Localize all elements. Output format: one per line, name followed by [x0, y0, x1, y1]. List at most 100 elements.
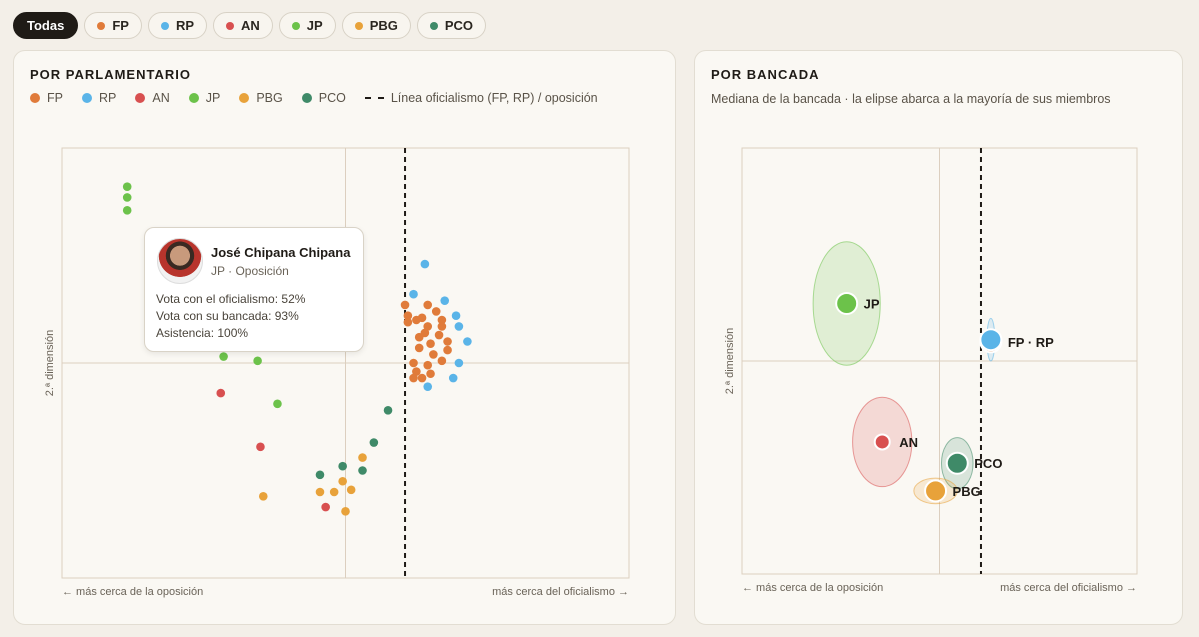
data-point-jp [122, 182, 132, 191]
x-axis-label-left: ← más cerca de la oposición [742, 582, 883, 594]
y-axis-label: 2.ª dimensión [44, 330, 56, 396]
legend-item-fp: FP [30, 91, 63, 105]
dashed-line-swatch [364, 97, 384, 99]
data-point-fp [423, 322, 433, 331]
median-label-pbg: PBG [953, 484, 981, 499]
filter-pill-an[interactable]: AN [213, 12, 273, 39]
tooltip-party: JP · Oposición [211, 264, 289, 278]
legend-label: FP [47, 91, 63, 105]
legend-label: JP [205, 91, 221, 105]
chart-card-bancada: POR BANCADA Mediana de la bancada · la e… [694, 50, 1183, 625]
data-point-fp [443, 345, 452, 355]
scatter-plot-bancada: ← más cerca de la oposición más cerca del… [724, 147, 1138, 594]
data-point-rp [448, 373, 458, 383]
median-label-jp: JP [864, 296, 880, 311]
data-point-jp [122, 193, 132, 202]
data-point-rp [451, 311, 461, 321]
data-point-pco [383, 406, 393, 415]
tooltip-name: José Chipana Chipana [211, 245, 351, 260]
data-point-fp [412, 367, 421, 376]
legend-label: PBG [256, 91, 283, 105]
filter-pill-pco[interactable]: PCO [416, 12, 487, 39]
filter-pill-rp[interactable]: RP [147, 12, 208, 39]
scatter-plot-parlamentario: ← más cerca de la oposición más cerca del… [44, 147, 630, 598]
legend-label: Línea oficialismo (FP, RP) / oposición [390, 91, 598, 105]
chart-subtitle: Mediana de la bancada · la elipse abarca… [711, 92, 1111, 106]
data-point-pbg [346, 485, 356, 495]
data-point-fp [414, 332, 424, 342]
data-point-fp [403, 317, 413, 327]
party-color-dot [291, 21, 300, 30]
data-point-an [256, 442, 265, 452]
data-point-pbg [258, 492, 268, 501]
legend-dot [301, 93, 312, 103]
data-point-rp [420, 259, 430, 269]
data-point-fp [423, 360, 433, 370]
legend-dot [239, 93, 250, 103]
data-point-pbg [315, 487, 325, 497]
party-color-dot [160, 21, 169, 30]
data-point-rp [440, 296, 450, 305]
data-point-fp [443, 337, 452, 346]
data-point-pbg [341, 507, 350, 516]
party-filter-bar: Todas FP RP AN JP PBG PCO [13, 12, 487, 39]
data-point-fp [437, 315, 447, 325]
data-point-fp [437, 322, 447, 331]
data-point-pco [315, 470, 325, 480]
data-point-jp [273, 399, 282, 409]
data-point-rp [454, 322, 464, 331]
tooltip-line-asistencia: Asistencia: 100% [156, 326, 249, 340]
data-point-fp [437, 356, 447, 366]
data-point-jp [253, 356, 262, 366]
median-point-an [873, 433, 891, 451]
median-point-rp [979, 328, 1003, 352]
legend-dot [30, 93, 40, 103]
data-point-fp [423, 300, 433, 310]
filter-pill-pbg[interactable]: PBG [341, 12, 411, 39]
chart-title: POR BANCADA [711, 67, 820, 82]
filter-pill-label: PCO [444, 18, 474, 33]
data-point-fp [426, 369, 435, 379]
filter-pill-jp[interactable]: JP [278, 12, 336, 39]
data-point-rp [423, 382, 433, 391]
data-point-fp [417, 313, 427, 323]
x-axis-label-right: más cerca del oficialismo → [1000, 582, 1137, 594]
data-point-rp [409, 289, 418, 299]
data-point-jp [219, 352, 228, 361]
median-point-pco [945, 451, 969, 475]
tooltip-line-oficialismo: Vota con el oficialismo: 52% [156, 292, 306, 306]
data-point-fp [409, 373, 418, 383]
data-point-pbg [338, 476, 347, 486]
legend-dot [188, 93, 199, 103]
median-point-jp [835, 291, 859, 315]
data-point-pco [358, 466, 367, 475]
data-point-fp [431, 307, 441, 316]
data-point-fp [400, 300, 410, 310]
party-color-dot [97, 21, 106, 30]
median-label-fp: FP · RP [1008, 335, 1054, 350]
legend-label: RP [98, 91, 117, 105]
filter-pill-todas[interactable]: Todas [13, 12, 79, 39]
filter-pill-label: RP [175, 18, 195, 33]
legend-label: AN [152, 91, 170, 105]
tooltip-line-bancada: Vota con su bancada: 93% [156, 309, 299, 323]
legend-label: PCO [318, 91, 346, 105]
legend-dot [81, 93, 92, 103]
legend-item-pbg: PBG [239, 91, 283, 105]
filter-pill-fp[interactable]: FP [84, 12, 142, 39]
median-point-pbg [924, 479, 948, 503]
data-point-fp [434, 330, 444, 340]
legend-item-divider-line: Línea oficialismo (FP, RP) / oposición [364, 91, 598, 105]
legend-dot [135, 93, 146, 103]
party-color-dot [354, 21, 363, 30]
data-point-fp [409, 358, 418, 368]
legend-item-pco: PCO [301, 91, 346, 105]
median-label-an: AN [899, 435, 918, 450]
legend: FP RP AN JP PBG PCO Línea oficialismo (FP, RP)… [30, 91, 617, 105]
filter-pill-label: PBG [369, 18, 398, 33]
data-point-fp [403, 311, 413, 321]
data-point-rp [463, 337, 472, 346]
data-point-fp [414, 343, 424, 353]
data-point-pbg [329, 487, 339, 497]
y-axis-label: 2.ª dimensión [724, 328, 736, 394]
